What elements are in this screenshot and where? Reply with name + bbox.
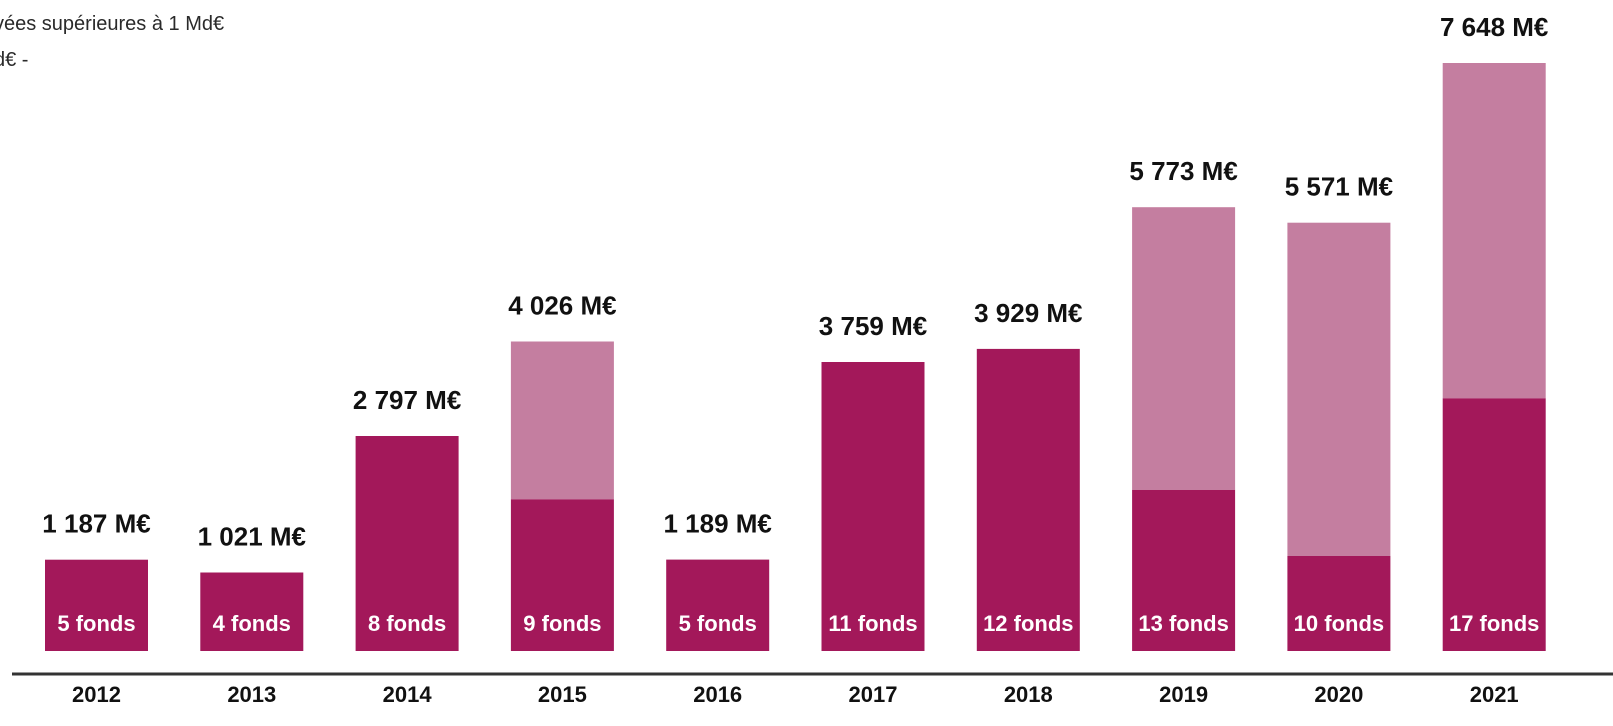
year-label-2019: 2019: [1159, 682, 1208, 707]
fonds-label-2017: 11 fonds: [828, 611, 917, 636]
year-label-2014: 2014: [383, 682, 433, 707]
bar-2015-segment-1: [510, 499, 614, 651]
total-label-2015: 4 026 M€: [508, 291, 616, 321]
year-labels-layer: 2012 2013 2014 2015 2016 2017 2018 2019 2020 2021: [72, 682, 1519, 707]
bar-2019-segment-2: [1132, 207, 1236, 490]
bar-2015-segment-2: [510, 341, 614, 500]
bar-2017-segment-1: [821, 362, 925, 651]
year-label-2017: 2017: [849, 682, 898, 707]
fonds-label-2021: 17 fonds: [1449, 611, 1539, 636]
legend-line-2: d€ -: [0, 49, 29, 71]
fonds-label-2020: 10 fonds: [1294, 611, 1384, 636]
bar-2012-segment-1: [45, 559, 148, 651]
total-label-2021: 7 648 M€: [1440, 12, 1548, 42]
bar-2013-segment-1: [200, 572, 304, 651]
bar-2014-segment-1: [355, 436, 459, 651]
total-label-2016: 1 189 M€: [663, 509, 771, 539]
total-label-2019: 5 773 M€: [1129, 156, 1237, 186]
total-label-2013: 1 021 M€: [198, 522, 306, 552]
year-label-2018: 2018: [1004, 682, 1053, 707]
legend-line-1: vées supérieures à 1 Md€: [0, 13, 225, 35]
total-label-2018: 3 929 M€: [974, 298, 1082, 328]
bar-2018-segment-1: [976, 348, 1080, 651]
year-label-2012: 2012: [72, 682, 121, 707]
year-label-2015: 2015: [538, 682, 587, 707]
labels-layer: 1 187 M€ 5 fonds 1 021 M€ 4 fonds 2 797 M€ 8 …: [42, 12, 1548, 636]
bars-layer: [45, 63, 1546, 651]
bar-2021-segment-1: [1442, 398, 1546, 651]
total-label-2017: 3 759 M€: [819, 311, 927, 341]
year-label-2013: 2013: [227, 682, 276, 707]
fonds-label-2015: 9 fonds: [523, 611, 601, 636]
fonds-label-2013: 4 fonds: [213, 611, 291, 636]
bar-2019-segment-1: [1132, 489, 1236, 651]
fonds-label-2012: 5 fonds: [57, 611, 135, 636]
bar-2020-segment-2: [1287, 222, 1391, 556]
bar-2020-segment-1: [1287, 556, 1391, 651]
total-label-2020: 5 571 M€: [1285, 172, 1393, 202]
year-label-2016: 2016: [693, 682, 742, 707]
year-label-2020: 2020: [1314, 682, 1363, 707]
fonds-label-2019: 13 fonds: [1138, 611, 1228, 636]
year-label-2021: 2021: [1470, 682, 1519, 707]
fonds-label-2014: 8 fonds: [368, 611, 446, 636]
total-label-2012: 1 187 M€: [42, 509, 150, 539]
bar-2016-segment-1: [666, 559, 770, 651]
total-label-2014: 2 797 M€: [353, 385, 461, 415]
fonds-label-2016: 5 fonds: [679, 611, 757, 636]
bar-2021-segment-2: [1442, 63, 1546, 399]
fonds-label-2018: 12 fonds: [983, 611, 1073, 636]
